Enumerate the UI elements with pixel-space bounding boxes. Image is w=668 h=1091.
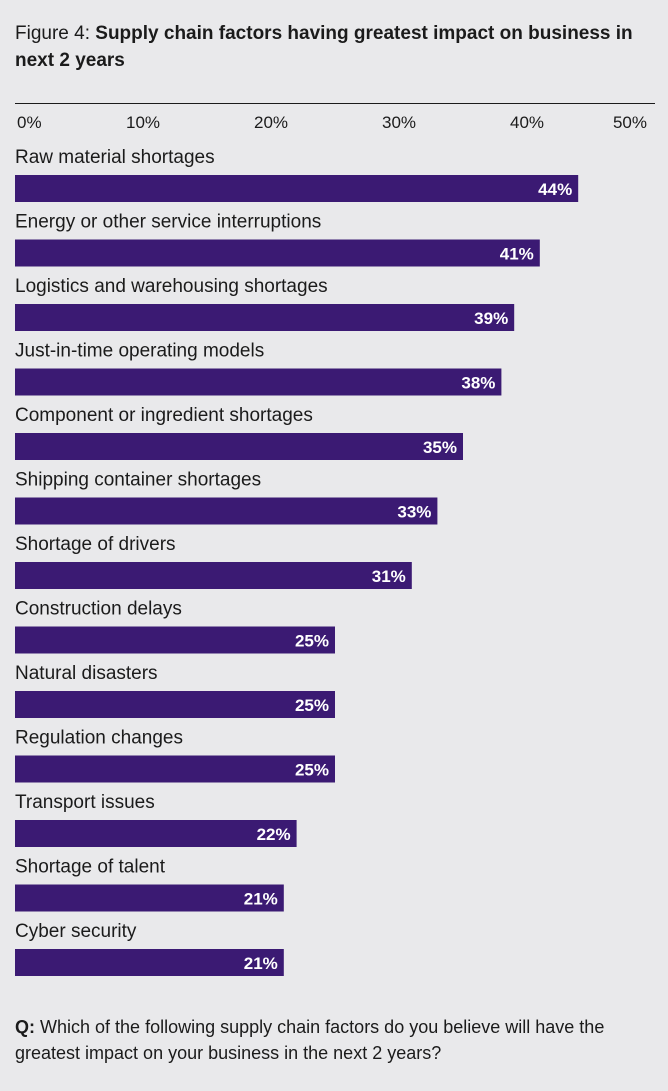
category-label: Logistics and warehousing shortages <box>15 276 328 297</box>
chart-title-block: Figure 4: Supply chain factors having gr… <box>15 20 655 74</box>
bar-value-label: 22% <box>257 825 291 844</box>
header-divider <box>15 103 655 104</box>
bar-rows: Raw material shortages 44% Energy or other… <box>15 147 579 976</box>
figure-prefix: Figure 4: <box>15 23 90 44</box>
bar-row: Shortage of drivers 31% <box>15 534 412 589</box>
bar-value-label: 25% <box>295 632 329 651</box>
bar-row: Regulation changes 25% <box>15 728 335 783</box>
category-label: Just-in-time operating models <box>15 341 264 362</box>
bar <box>15 691 335 718</box>
category-label: Transport issues <box>15 792 155 813</box>
category-label: Cyber security <box>15 921 137 942</box>
category-label: Regulation changes <box>15 728 183 749</box>
bar <box>15 820 297 847</box>
x-tick-label: 40% <box>510 113 544 132</box>
category-label: Natural disasters <box>15 663 158 684</box>
category-label: Shortage of drivers <box>15 534 176 555</box>
category-label: Raw material shortages <box>15 147 215 168</box>
bar-row: Cyber security 21% <box>15 921 284 976</box>
survey-question: Q: Which of the following supply chain f… <box>15 1014 655 1066</box>
category-label: Shipping container shortages <box>15 470 261 491</box>
bar-value-label: 35% <box>423 438 457 457</box>
bar <box>15 884 284 912</box>
bar-value-label: 38% <box>461 374 495 393</box>
bar-row: Component or ingredient shortages 35% <box>15 405 463 460</box>
x-tick-label: 20% <box>254 113 288 132</box>
bar-row: Logistics and warehousing shortages 39% <box>15 276 515 331</box>
category-label: Construction delays <box>15 599 182 620</box>
bar-row: Natural disasters 25% <box>15 663 335 718</box>
bar-value-label: 21% <box>244 954 278 973</box>
bar-row: Shortage of talent 21% <box>15 857 284 912</box>
bar-value-label: 25% <box>295 761 329 780</box>
bar <box>15 433 463 460</box>
bar-value-label: 41% <box>500 245 534 264</box>
bar-row: Just-in-time operating models 38% <box>15 341 502 396</box>
bar-row: Energy or other service interruptions 41% <box>15 212 540 267</box>
bar-value-label: 44% <box>538 180 572 199</box>
category-label: Shortage of talent <box>15 857 166 878</box>
bar <box>15 626 335 654</box>
x-tick-label: 50% <box>613 113 647 132</box>
bar-value-label: 33% <box>397 503 431 522</box>
bar <box>15 239 540 267</box>
bar-value-label: 31% <box>372 567 406 586</box>
x-tick-label: 0% <box>17 113 42 132</box>
bar-value-label: 25% <box>295 696 329 715</box>
question-text: Which of the following supply chain fact… <box>15 1017 605 1063</box>
bar-row: Construction delays 25% <box>15 599 335 654</box>
bar-row: Raw material shortages 44% <box>15 147 579 202</box>
bar-row: Shipping container shortages 33% <box>15 470 438 525</box>
bar-row: Transport issues 22% <box>15 792 297 847</box>
category-label: Component or ingredient shortages <box>15 405 313 426</box>
bar <box>15 755 335 783</box>
x-tick-label: 30% <box>382 113 416 132</box>
bar <box>15 304 515 331</box>
category-label: Energy or other service interruptions <box>15 212 321 233</box>
bar <box>15 368 502 396</box>
bar-chart: 0% 10% 20% 30% 40% 50% Raw material shortages… <box>15 113 647 976</box>
bar-value-label: 39% <box>474 309 508 328</box>
bar <box>15 497 438 525</box>
bar <box>15 949 284 976</box>
x-axis-ticks: 0% 10% 20% 30% 40% 50% <box>17 113 647 132</box>
question-prefix: Q: <box>15 1017 35 1037</box>
bar <box>15 562 412 589</box>
bar-value-label: 21% <box>244 890 278 909</box>
x-tick-label: 10% <box>126 113 160 132</box>
bar <box>15 175 579 202</box>
chart-title: Supply chain factors having greatest imp… <box>15 23 633 71</box>
